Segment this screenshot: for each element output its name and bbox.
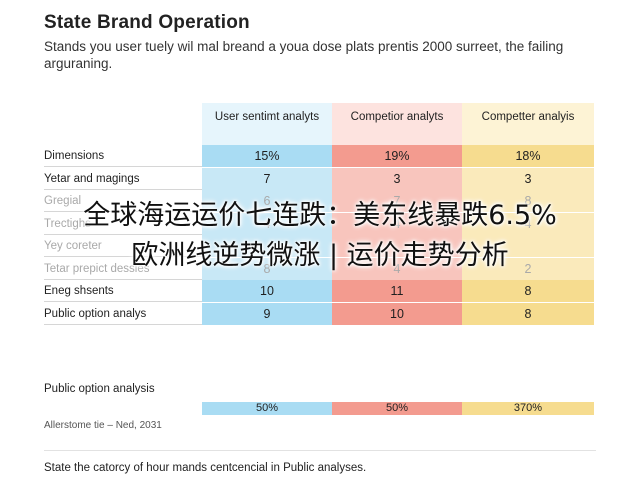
- row-label: Yetar and magings: [44, 168, 202, 190]
- table-cell: [462, 235, 594, 257]
- column-header-user-sentiment: User sentimt analyts: [202, 103, 332, 145]
- table-row: Trectighs 4 4 4: [44, 212, 594, 235]
- section-title: Public option analysis: [44, 383, 155, 395]
- divider: [44, 450, 596, 451]
- table-cell: 3: [462, 167, 594, 190]
- table-cell: 7: [202, 167, 332, 190]
- table-cell: 4: [332, 212, 462, 235]
- column-header-competitor: Competior analyts: [332, 103, 462, 145]
- table-cell: 7: [332, 190, 462, 212]
- column-header-competitor-2: Competter analyis: [462, 103, 594, 145]
- row-label: Dimensions: [44, 145, 202, 167]
- table-row: Public option analys 9 10 8: [44, 302, 594, 325]
- table-cell: 4: [202, 212, 332, 235]
- row-label: Trectighs: [44, 213, 202, 235]
- table-cell: 19%: [332, 145, 462, 167]
- summary-bar-competitor: 50%: [332, 402, 462, 415]
- table-cell: 10: [202, 280, 332, 302]
- table-cell: 8: [202, 257, 332, 280]
- footer-text: State the catorcy of hour mands centcenc…: [44, 462, 367, 474]
- table-cell: 2: [462, 257, 594, 280]
- table-cell: 4: [462, 212, 594, 235]
- table-cell: 15%: [202, 145, 332, 167]
- row-label: Yey coreter: [44, 235, 202, 257]
- page-title: State Brand Operation: [44, 12, 250, 33]
- table-row: Gregial 6 7 8: [44, 190, 594, 212]
- row-label: Public option analys: [44, 303, 202, 325]
- source-note: Allerstome tie – Ned, 2031: [44, 420, 162, 431]
- table-cell: 6: [202, 190, 332, 212]
- table-cell: 10: [332, 302, 462, 325]
- table-cell: [202, 235, 332, 257]
- summary-bar-competitor-2: 370%: [462, 402, 594, 415]
- table-row: Eneg shsents 10 11 8: [44, 280, 594, 302]
- table-row: Yey coreter: [44, 235, 594, 257]
- table-row: Tetar prepict dessies 8 4 2: [44, 257, 594, 280]
- row-label: Gregial: [44, 190, 202, 212]
- table-cell: 8: [462, 190, 594, 212]
- table-cell: 8: [462, 280, 594, 302]
- table-cell: 4: [332, 257, 462, 280]
- page-subtitle: Stands you user tuely wil mal breand a y…: [44, 39, 564, 71]
- table-cell: 11: [332, 280, 462, 302]
- table-cell: 8: [462, 302, 594, 325]
- table-row: Dimensions 15% 19% 18%: [44, 145, 594, 167]
- table-cell: 9: [202, 302, 332, 325]
- summary-bar-user-sentiment: 50%: [202, 402, 332, 415]
- table-cell: [332, 235, 462, 257]
- table-row: Yetar and magings 7 3 3: [44, 167, 594, 190]
- row-label: Eneg shsents: [44, 280, 202, 302]
- row-label: Tetar prepict dessies: [44, 258, 202, 280]
- table-cell: 18%: [462, 145, 594, 167]
- table-cell: 3: [332, 167, 462, 190]
